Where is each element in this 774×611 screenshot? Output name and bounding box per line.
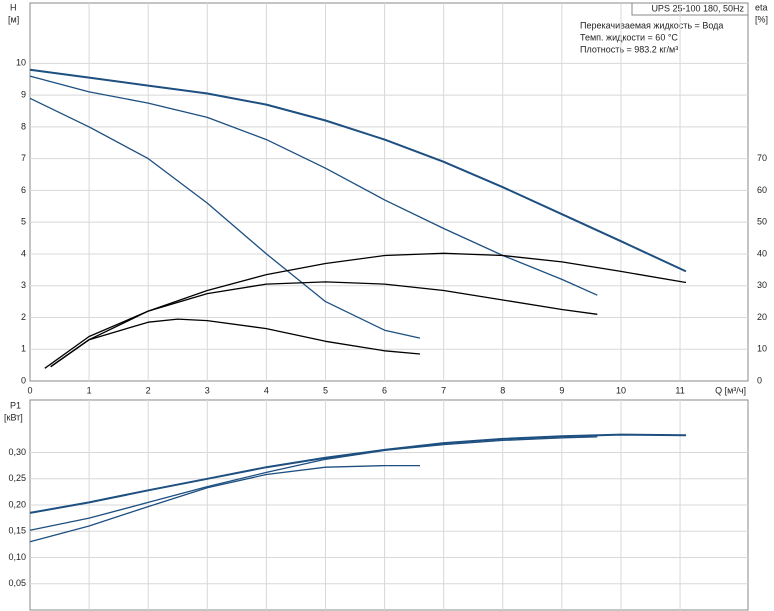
curve xyxy=(29,97,421,339)
curve xyxy=(50,281,598,368)
y-tick-label: 0,10 xyxy=(8,552,26,562)
y-unit: [м] xyxy=(8,14,19,24)
y2-tick-label: 10 xyxy=(757,344,767,354)
y-tick-label: 8 xyxy=(21,121,26,131)
y2-unit: [%] xyxy=(755,14,768,24)
y-tick-label: 4 xyxy=(21,248,26,258)
y-unit: [кВт] xyxy=(4,412,23,422)
curve xyxy=(29,464,420,543)
y-tick-label: 10 xyxy=(16,58,26,68)
x-tick-label: 10 xyxy=(616,385,626,395)
y-tick-label: 5 xyxy=(21,217,26,227)
y2-label: eta xyxy=(755,2,768,12)
y2-tick-label: 0 xyxy=(757,375,762,385)
x-tick-label: 1 xyxy=(87,385,92,395)
x-tick-label: 3 xyxy=(205,385,210,395)
y-tick-label: 0,25 xyxy=(8,473,26,483)
y-tick-label: 0,30 xyxy=(8,447,26,457)
model-box xyxy=(631,2,749,16)
y-label: H xyxy=(10,2,17,12)
curve xyxy=(29,433,687,514)
curve xyxy=(44,252,687,369)
y2-tick-label: 70 xyxy=(757,153,767,163)
y-tick-label: 0 xyxy=(21,375,26,385)
note: Темп. жидкости = 60 °C xyxy=(580,32,678,42)
y2-tick-label: 30 xyxy=(757,280,767,290)
plot-frame xyxy=(29,2,749,382)
x-label: Q [м³/ч] xyxy=(715,385,746,395)
x-tick-label: 6 xyxy=(382,385,387,395)
y2-tick-label: 20 xyxy=(757,312,767,322)
y-tick-label: 6 xyxy=(21,185,26,195)
x-tick-label: 9 xyxy=(559,385,564,395)
y-tick-label: 0,20 xyxy=(8,499,26,509)
y-label: P1 xyxy=(10,400,21,410)
y-tick-label: 2 xyxy=(21,312,26,322)
note: Плотность = 983.2 кг/м³ xyxy=(580,44,678,54)
y2-tick-label: 40 xyxy=(757,248,767,258)
y2-tick-label: 50 xyxy=(757,217,767,227)
x-tick-label: 0 xyxy=(27,385,32,395)
y2-tick-label: 60 xyxy=(757,185,767,195)
x-tick-label: 11 xyxy=(675,385,684,395)
x-tick-label: 2 xyxy=(146,385,151,395)
x-tick-label: 7 xyxy=(441,385,446,395)
curve xyxy=(50,318,421,368)
model: UPS 25-100 180, 50Hz xyxy=(651,3,744,13)
y-tick-label: 0,05 xyxy=(8,578,26,588)
x-tick-label: 8 xyxy=(500,385,505,395)
y-tick-label: 9 xyxy=(21,89,26,99)
x-tick-label: 4 xyxy=(264,385,269,395)
y-tick-label: 0,15 xyxy=(8,526,26,536)
y-tick-label: 7 xyxy=(21,153,26,163)
curve xyxy=(29,75,598,296)
y-tick-label: 1 xyxy=(21,344,26,354)
curve xyxy=(29,436,598,531)
curve xyxy=(29,68,687,273)
note: Перекачиваемая жидкость = Вода xyxy=(580,20,723,30)
y-tick-label: 3 xyxy=(21,280,26,290)
x-tick-label: 5 xyxy=(323,385,328,395)
